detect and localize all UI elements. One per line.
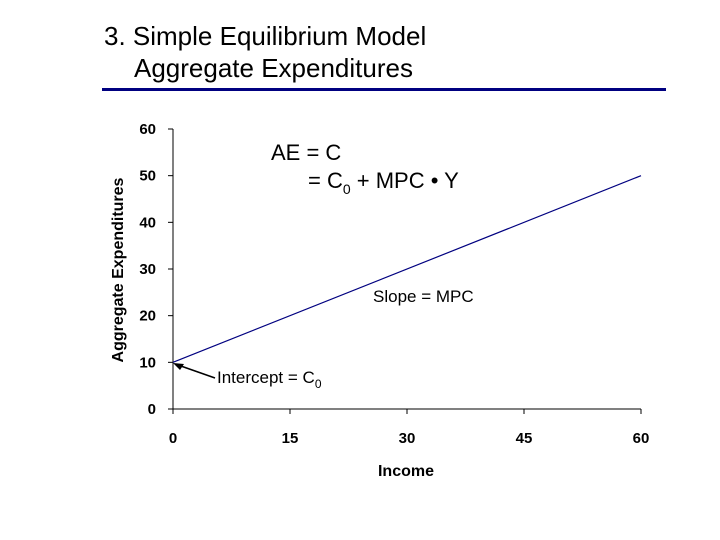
ae-line	[172, 175, 642, 363]
y-tick-label: 60	[139, 121, 156, 138]
x-tick-label: 45	[516, 430, 533, 447]
x-axis-title: Income	[378, 463, 434, 480]
intercept-arrowhead	[173, 363, 184, 370]
equation-line2-suffix: + MPC • Y	[351, 168, 459, 193]
x-tick-label: 30	[399, 430, 416, 447]
intercept-label-subscript: 0	[315, 377, 322, 391]
x-tick-label: 60	[633, 430, 650, 447]
equation-line2: = C0 + MPC • Y	[308, 168, 459, 197]
title-underline	[102, 88, 666, 91]
equation-line2-prefix: = C	[308, 168, 343, 193]
y-tick-label: 30	[139, 261, 156, 278]
y-tick-label: 10	[139, 354, 156, 371]
slide-title-line2: Aggregate Expenditures	[134, 53, 413, 83]
chart-series	[172, 175, 642, 363]
x-tick-label: 0	[169, 430, 177, 447]
y-tick-label: 0	[148, 401, 156, 418]
y-tick-label: 20	[139, 308, 156, 325]
y-tick-label: 50	[139, 168, 156, 185]
y-tick-label: 40	[139, 214, 156, 231]
x-tick-label: 15	[282, 430, 299, 447]
slope-label: Slope = MPC	[373, 287, 474, 306]
slide-title-line1: 3. Simple Equilibrium Model	[104, 21, 427, 51]
equation-line2-subscript: 0	[343, 181, 351, 197]
intercept-label: Intercept = C0	[217, 368, 322, 391]
slide-title: 3. Simple Equilibrium Model Aggregate Ex…	[104, 20, 426, 84]
chart-ticks: 0 10 20 30 40 50 60 0 15 30 45 60	[139, 121, 649, 447]
y-axis-title: Aggregate Expenditures	[110, 177, 127, 362]
intercept-arrow-shaft	[177, 364, 216, 379]
equation-line1: AE = C	[271, 140, 341, 165]
intercept-label-prefix: Intercept = C	[217, 368, 315, 387]
